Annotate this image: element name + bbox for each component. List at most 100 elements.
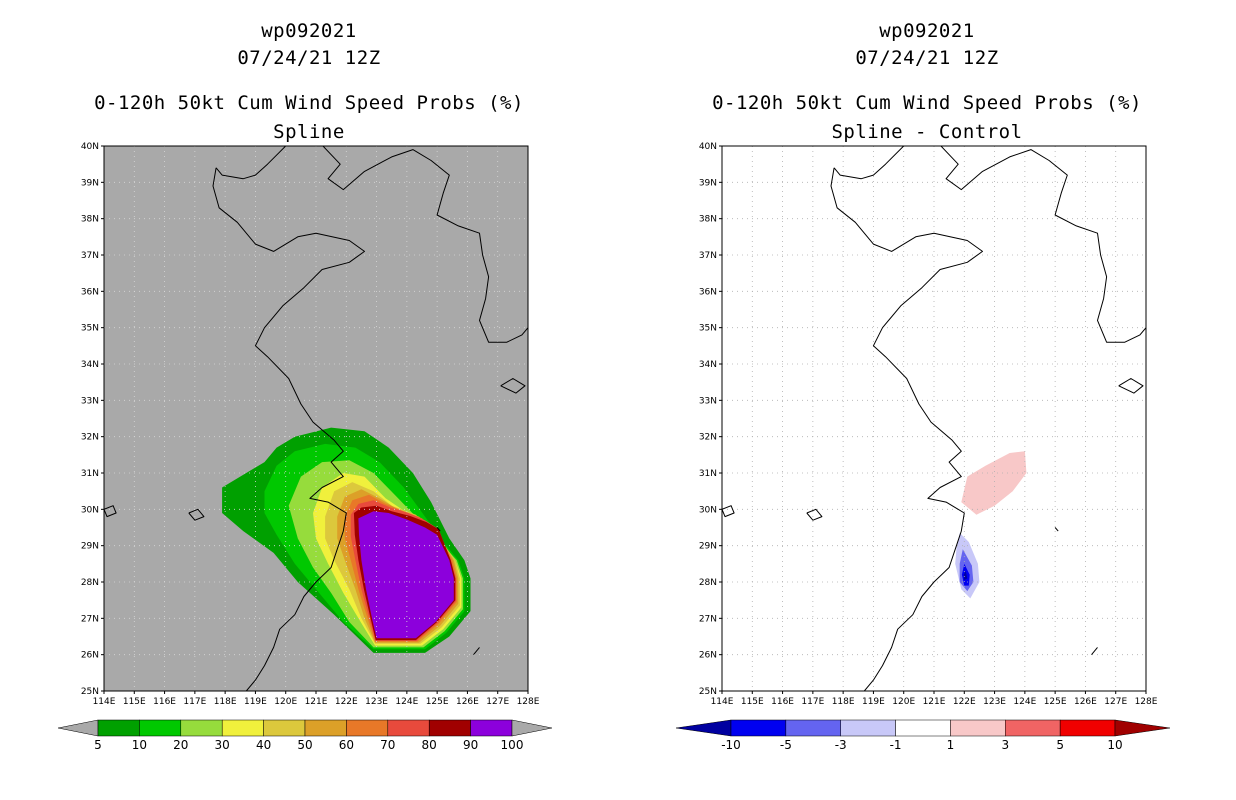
x-tick-label: 126E	[1074, 697, 1097, 707]
x-tick-label: 116E	[153, 697, 176, 707]
colorbar-bar: 5 10 20 30 40 50 60 70 80 90 100	[57, 719, 553, 752]
colorbar-label: 1	[947, 738, 955, 752]
x-tick-label: 126E	[456, 697, 479, 707]
colorbar-arrow-high	[1114, 719, 1171, 737]
colorbar-arrow-low	[57, 719, 99, 737]
colorbar-label: 30	[215, 738, 230, 752]
x-tick-label: 123E	[365, 697, 388, 707]
y-tick-label: 29N	[81, 542, 99, 552]
y-tick-label: 35N	[81, 324, 99, 334]
colorbar-label: -5	[780, 738, 792, 752]
colorbar-label: 5	[1056, 738, 1064, 752]
x-tick-label: 125E	[426, 697, 449, 707]
y-tick-label: 40N	[81, 142, 99, 152]
grid	[104, 146, 528, 691]
colorbar-swatch	[97, 719, 140, 737]
x-tick-label: 115E	[123, 697, 146, 707]
y-tick-label: 39N	[699, 178, 717, 188]
coastline	[722, 146, 1146, 691]
x-tick-label: 117E	[801, 697, 824, 707]
y-tick-label: 29N	[699, 542, 717, 552]
datetime: 07/24/21 12Z	[237, 47, 381, 69]
x-tick-label: 121E	[305, 697, 328, 707]
x-tick-label: 115E	[741, 697, 764, 707]
colorbar-label: 10	[132, 738, 147, 752]
y-tick-label: 27N	[699, 614, 717, 624]
coastline-segment	[212, 167, 365, 691]
x-tick-label: 128E	[1135, 697, 1158, 707]
coastline-segment	[1054, 527, 1059, 532]
coastline-segment	[188, 508, 205, 521]
x-tick-label: 114E	[93, 697, 116, 707]
colorbar-swatch	[950, 719, 1006, 737]
difference-map: 25N 26N 27N 28N 29N 30N 31N 32N 33N 34N 35N 36N 37N 3…	[699, 142, 1158, 707]
colorbar-label: 100	[501, 738, 524, 752]
colorbar-arrow-low	[675, 719, 732, 737]
colorbar-label: -1	[890, 738, 902, 752]
datetime: 07/24/21 12Z	[855, 47, 999, 69]
colorbar-label: 80	[422, 738, 437, 752]
y-tick-label: 33N	[699, 396, 717, 406]
colorbar-swatch	[304, 719, 347, 737]
y-tick-label: 34N	[699, 360, 717, 370]
left-panel: wp092021 07/24/21 12Z 0-120h 50kt Cum Wi…	[57, 20, 553, 752]
coastline-segment	[1118, 378, 1144, 394]
colorbar-swatch	[139, 719, 182, 737]
x-tick-label: 122E	[335, 697, 358, 707]
colorbar-swatch	[221, 719, 264, 737]
x-tick-label: 124E	[1013, 697, 1036, 707]
colorbar-label: 3	[1001, 738, 1009, 752]
x-tick-label: 128E	[517, 697, 540, 707]
storm-id: wp092021	[261, 20, 357, 42]
storm-id: wp092021	[879, 20, 975, 42]
colorbar-label: 50	[297, 738, 312, 752]
colorbar-label: 20	[173, 738, 188, 752]
chart-subtitle: Spline - Control	[831, 121, 1023, 143]
x-tick-label: 119E	[244, 697, 267, 707]
x-tick-label: 119E	[862, 697, 885, 707]
coastline	[104, 146, 528, 691]
x-tick-label: 117E	[183, 697, 206, 707]
y-tick-label: 31N	[699, 469, 717, 479]
colorbar-swatch	[346, 719, 389, 737]
y-tick-label: 32N	[699, 433, 717, 443]
y-tick-label: 25N	[699, 687, 717, 697]
colorbar-label: -3	[835, 738, 847, 752]
x-tick-label: 124E	[395, 697, 418, 707]
x-tick-label: 116E	[771, 697, 794, 707]
colorbar-label: -10	[721, 738, 741, 752]
colorbar-swatch	[840, 719, 896, 737]
y-tick-label: 30N	[81, 505, 99, 515]
coastline-segment	[285, 146, 528, 343]
y-tick-label: 36N	[81, 287, 99, 297]
colorbar-label: 60	[339, 738, 354, 752]
x-tick-label: 127E	[1104, 697, 1127, 707]
coastline-segment	[806, 508, 823, 521]
y-tick-label: 26N	[699, 651, 717, 661]
coastline-segment	[830, 167, 983, 691]
coastline-segment	[1091, 647, 1098, 656]
colorbar-arrow-high	[511, 719, 553, 737]
x-tick-label: 120E	[274, 697, 297, 707]
colorbar-label: 40	[256, 738, 271, 752]
coastline-segment	[500, 378, 526, 394]
x-tick-label: 121E	[923, 697, 946, 707]
colorbar-label: 70	[380, 738, 395, 752]
y-tick-label: 32N	[81, 433, 99, 443]
y-tick-label: 28N	[699, 578, 717, 588]
colorbar-swatch	[428, 719, 471, 737]
colorbar-swatch	[785, 719, 841, 737]
y-tick-label: 27N	[81, 614, 99, 624]
y-tick-label: 37N	[699, 251, 717, 261]
colorbar-swatch	[895, 719, 951, 737]
y-tick-label: 26N	[81, 651, 99, 661]
colorbar-label: 5	[94, 738, 102, 752]
x-tick-label: 118E	[214, 697, 237, 707]
colorbar-swatch	[1059, 719, 1116, 737]
coastline-segment	[903, 146, 1146, 343]
y-tick-label: 28N	[81, 578, 99, 588]
coastline-segment	[473, 647, 480, 656]
colorbar-label: 10	[1107, 738, 1122, 752]
chart-subtitle: Spline	[273, 121, 345, 143]
y-tick-label: 37N	[81, 251, 99, 261]
